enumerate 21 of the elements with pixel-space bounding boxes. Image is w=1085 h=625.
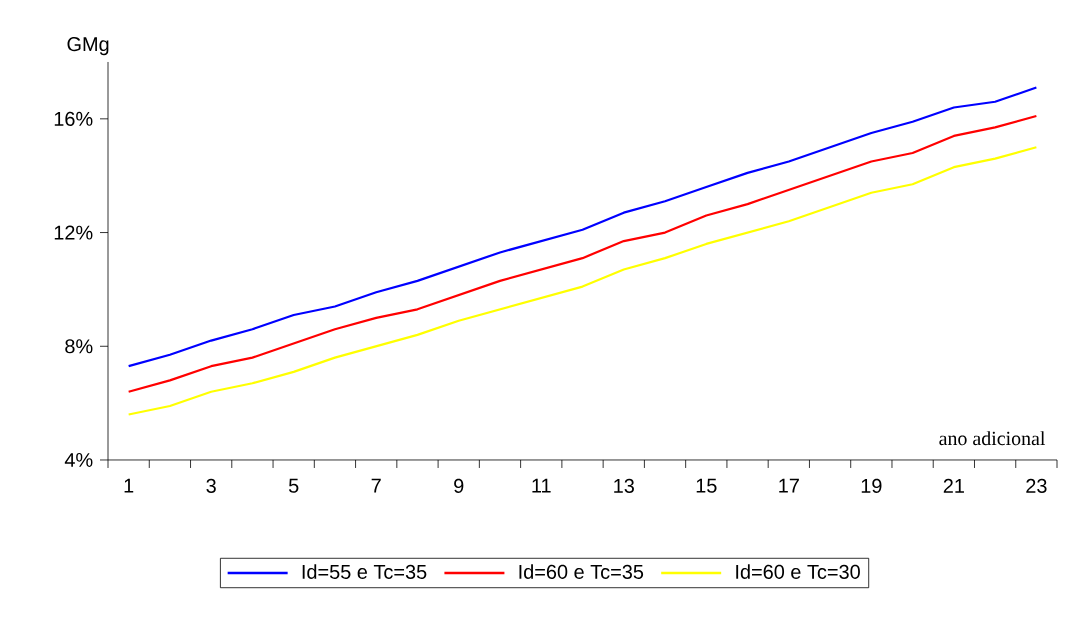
x-tick-label: 13 (614, 478, 634, 493)
x-tick-label: 23 (1026, 478, 1047, 493)
y-tick-label: 16% (54, 111, 93, 126)
x-tick-label: 3 (206, 478, 216, 493)
x-tick-label: 11 (532, 478, 551, 493)
x-tick-label: 5 (288, 478, 299, 493)
x-tick-label: 1 (124, 478, 134, 493)
x-tick-label: 19 (861, 478, 882, 493)
y-tick-label: 4% (64, 453, 93, 467)
legend-label: Id=60 e Tc=30 (736, 564, 860, 579)
x-tick-label: 7 (371, 478, 381, 493)
x-axis-title: ano adicional (939, 431, 1046, 446)
x-tick-label: 21 (943, 478, 964, 493)
x-tick-label: 9 (454, 478, 464, 493)
y-tick-label: 8% (65, 339, 93, 354)
legend-label: Id=60 e Tc=35 (519, 564, 644, 579)
legend-label: Id=55 e Tc=35 (302, 564, 427, 579)
y-axis-title: GMg (67, 37, 109, 56)
x-tick-label: 17 (779, 478, 799, 493)
y-tick-label: 12% (54, 225, 93, 240)
x-tick-label: 15 (696, 478, 717, 493)
